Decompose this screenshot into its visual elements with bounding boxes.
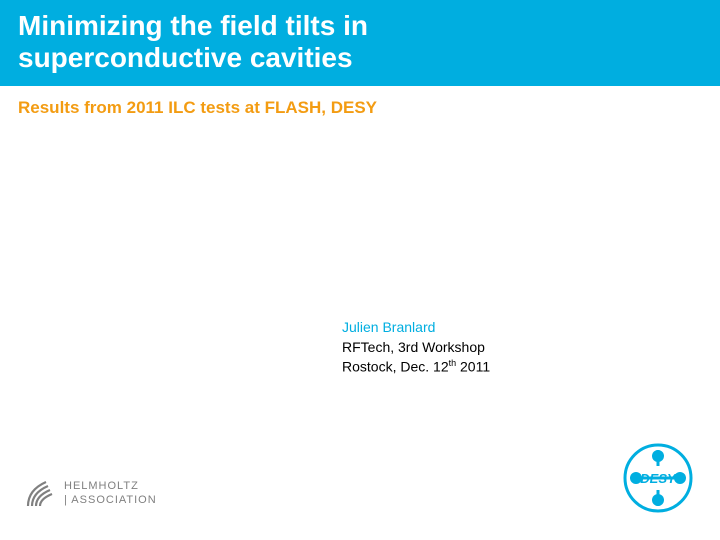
helmholtz-text: HELMHOLTZ | ASSOCIATION	[64, 479, 157, 508]
helmholtz-logo: HELMHOLTZ | ASSOCIATION	[26, 478, 157, 508]
slide-title: Minimizing the field tilts in supercondu…	[18, 10, 702, 74]
slide-subtitle: Results from 2011 ILC tests at FLASH, DE…	[0, 90, 720, 126]
helmholtz-line1: HELMHOLTZ	[64, 479, 157, 493]
author-affiliation: RFTech, 3rd Workshop	[342, 338, 490, 358]
date-ordinal: th	[449, 358, 457, 368]
date-suffix: 2011	[456, 359, 490, 375]
author-location-date: Rostock, Dec. 12th 2011	[342, 357, 490, 377]
helmholtz-line2: | ASSOCIATION	[64, 493, 157, 507]
author-block: Julien Branlard RFTech, 3rd Workshop Ros…	[342, 318, 490, 377]
helmholtz-arcs-icon	[26, 478, 56, 508]
title-line-1: Minimizing the field tilts in	[18, 10, 368, 41]
author-name: Julien Branlard	[342, 318, 490, 338]
date-prefix: Rostock, Dec. 12	[342, 359, 449, 375]
desy-logo: DESY	[622, 442, 694, 514]
title-line-2: superconductive cavities	[18, 42, 353, 73]
title-banner: Minimizing the field tilts in supercondu…	[0, 0, 720, 90]
desy-label: DESY	[640, 471, 677, 486]
